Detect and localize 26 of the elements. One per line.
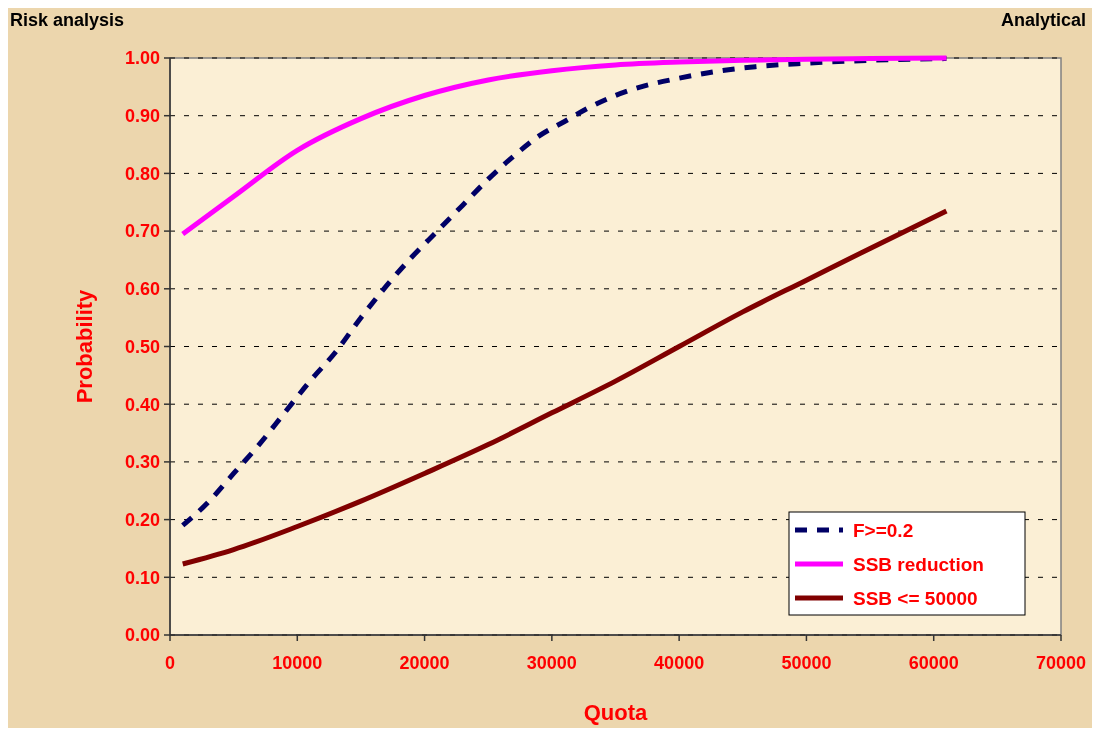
x-tick-label: 20000 xyxy=(399,653,450,673)
y-tick-label: 0.90 xyxy=(124,106,160,126)
x-axis-title: Quota xyxy=(583,700,649,725)
x-tick-label: 30000 xyxy=(526,653,577,673)
chart-title: Risk analysis xyxy=(10,10,125,30)
y-tick-label: 0.70 xyxy=(124,221,160,242)
y-tick-label: 0.20 xyxy=(124,509,160,530)
legend-label: SSB reduction xyxy=(853,553,984,575)
y-tick-label: 0.60 xyxy=(124,279,160,300)
y-tick-label: 0.00 xyxy=(124,625,160,646)
y-tick-label: 1.00 xyxy=(124,48,160,69)
x-tick-label: 50000 xyxy=(781,653,832,673)
x-tick-label: 60000 xyxy=(908,653,959,673)
y-tick-label: 0.40 xyxy=(124,394,160,415)
legend-label: SSB <= 50000 xyxy=(853,587,978,609)
y-tick-label: 0.50 xyxy=(124,336,160,357)
x-tick-label: 70000 xyxy=(1035,653,1087,673)
y-axis-title: Probability xyxy=(72,288,97,404)
chart-subtitle: Analytical xyxy=(1000,10,1086,30)
legend-label: F>=0.2 xyxy=(853,519,914,541)
y-tick-label: 0.30 xyxy=(124,452,160,473)
x-tick-label: 10000 xyxy=(272,653,323,673)
y-tick-label: 0.10 xyxy=(124,567,160,588)
y-tick-label: 0.80 xyxy=(124,163,160,184)
x-tick-label: 0 xyxy=(164,653,176,673)
x-tick-label: 40000 xyxy=(654,653,705,673)
